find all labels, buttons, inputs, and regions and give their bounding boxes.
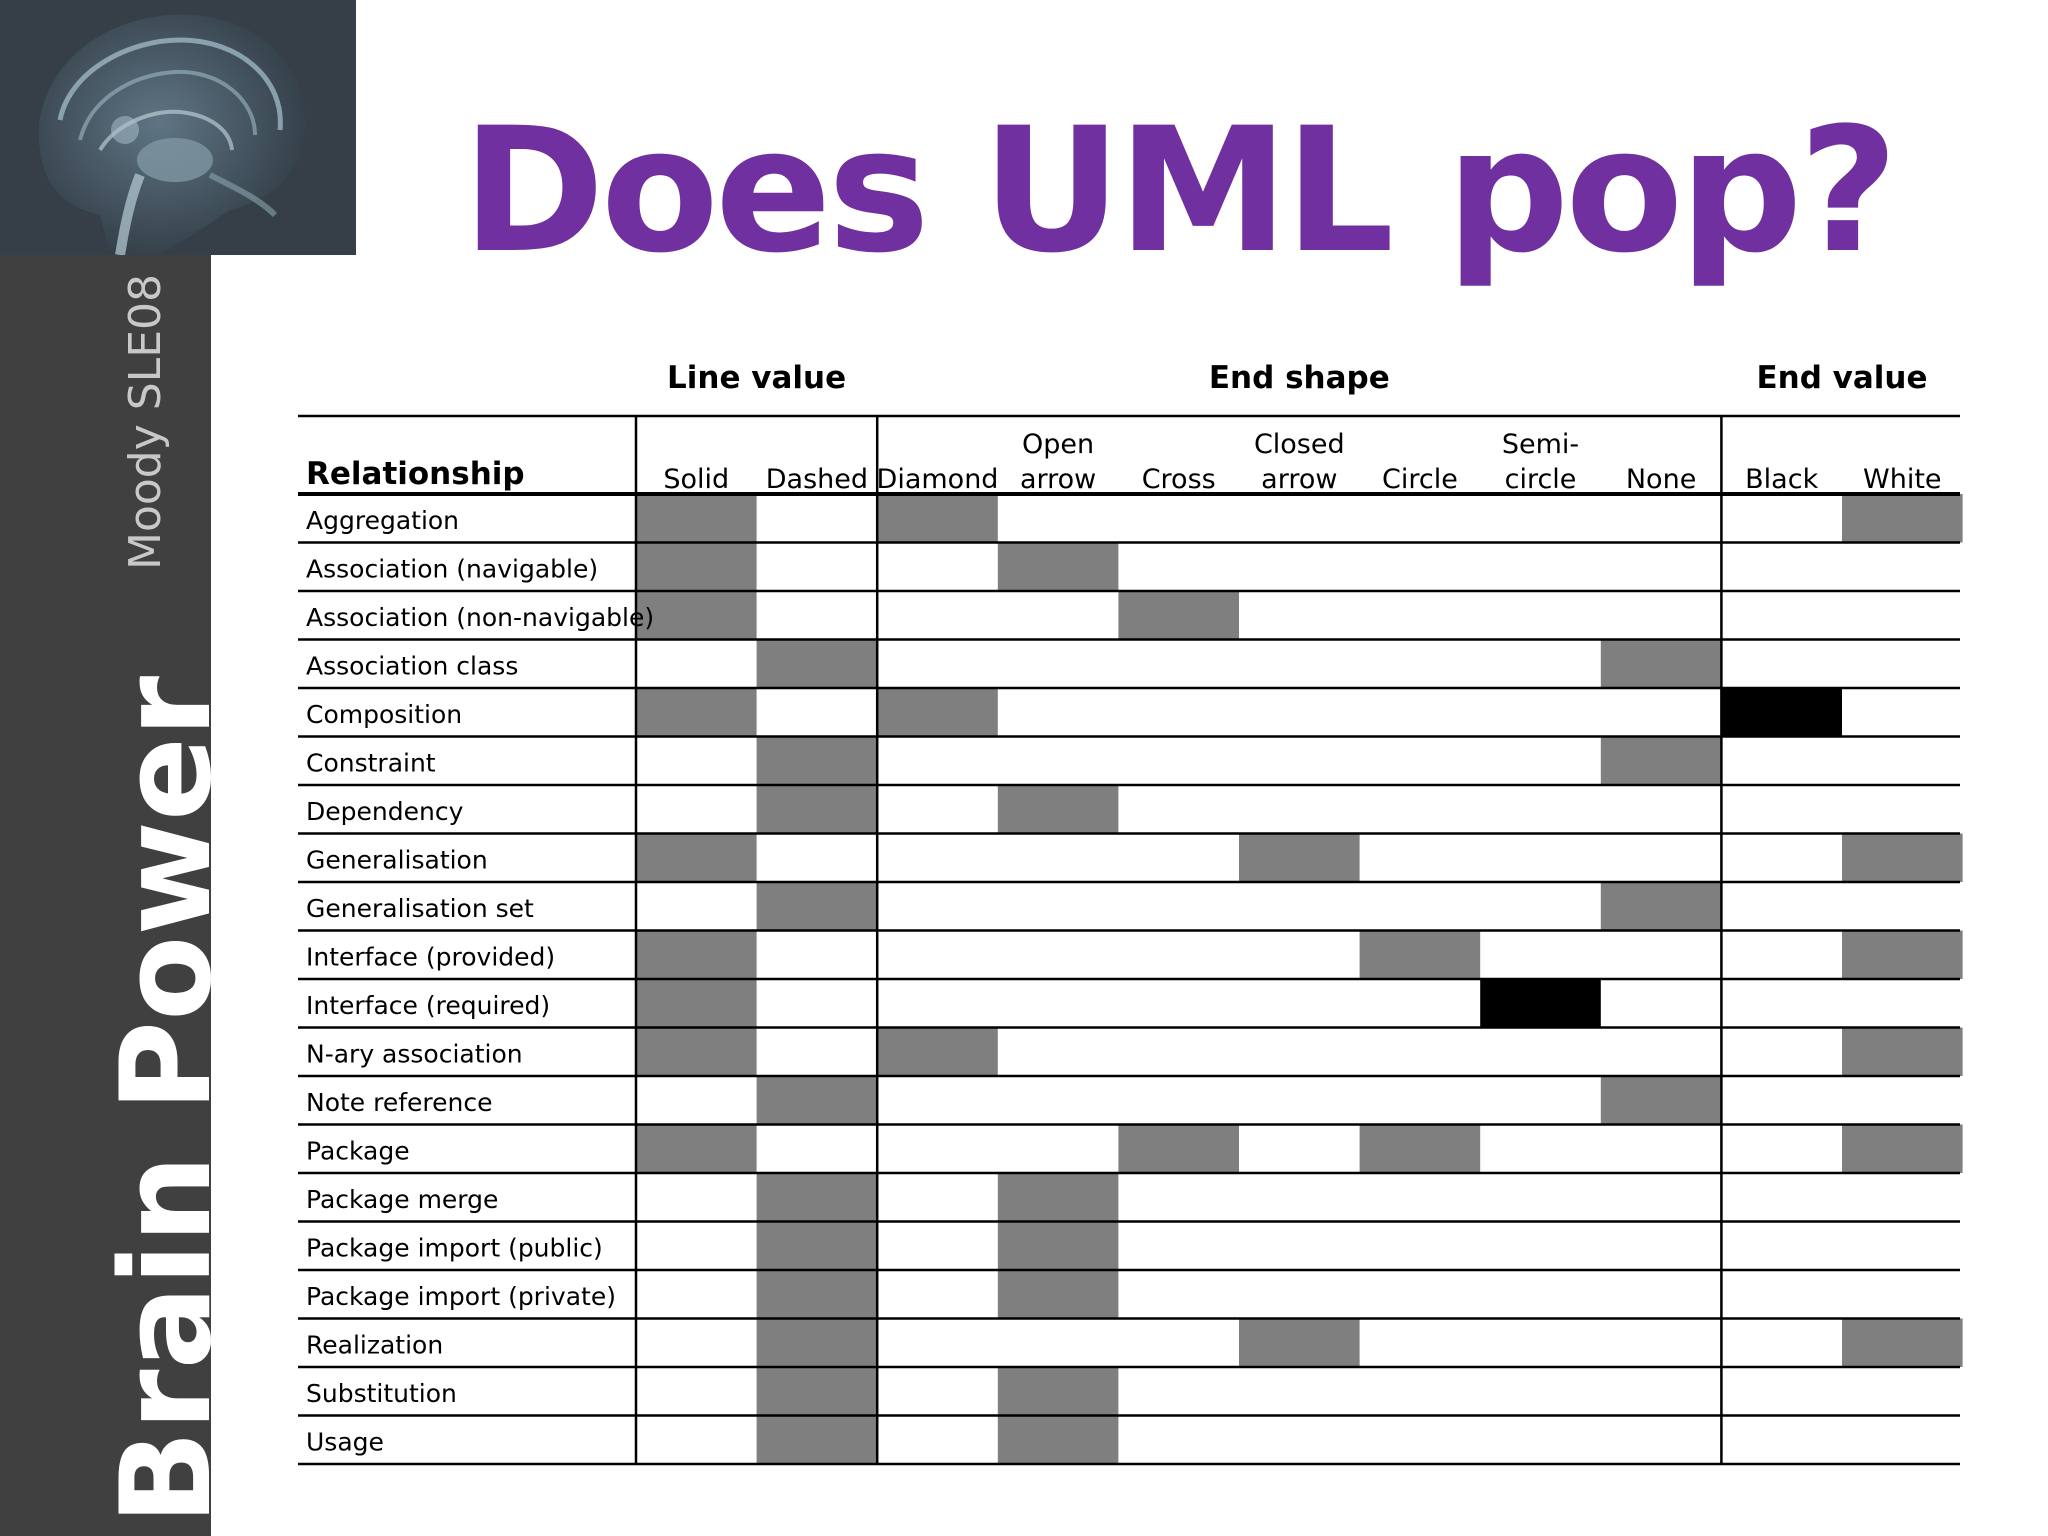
- cell-grey: [1842, 494, 1963, 543]
- row-label: Aggregation: [306, 506, 459, 535]
- group-header-0: Line value: [667, 360, 846, 396]
- row-label: Association (navigable): [306, 555, 598, 584]
- row-label: Realization: [306, 1331, 443, 1360]
- cell-black: [1721, 688, 1842, 737]
- cell-grey: [756, 1318, 878, 1367]
- cell-grey: [756, 1415, 878, 1464]
- cell-grey: [636, 979, 757, 1028]
- cell-grey: [756, 1221, 878, 1270]
- row-label: Dependency: [306, 797, 464, 826]
- group-header-1: End shape: [1209, 360, 1390, 396]
- column-header-line1: Semi-: [1502, 429, 1579, 460]
- cell-grey: [997, 1270, 1119, 1319]
- column-header: arrow: [1020, 464, 1096, 495]
- cell-grey: [756, 1173, 878, 1222]
- cell-grey: [636, 1124, 757, 1173]
- cell-grey: [877, 688, 998, 737]
- cell-grey: [997, 1173, 1119, 1222]
- cell-grey: [877, 494, 998, 543]
- brain-mri-image: [0, 0, 356, 255]
- cell-grey: [1842, 1318, 1963, 1367]
- row-label: Association class: [306, 652, 518, 681]
- column-header: Cross: [1142, 464, 1216, 495]
- cell-grey: [636, 494, 757, 543]
- row-label: Package merge: [306, 1185, 498, 1214]
- cell-grey: [636, 1027, 757, 1076]
- cell-grey: [1118, 1124, 1239, 1173]
- cell-grey: [997, 1367, 1119, 1416]
- cell-grey: [1842, 833, 1963, 882]
- column-header: Circle: [1382, 464, 1458, 495]
- row-label: Constraint: [306, 749, 436, 778]
- cell-grey: [997, 542, 1119, 591]
- cell-grey: [1118, 591, 1239, 640]
- cell-grey: [636, 542, 757, 591]
- row-label: Interface (provided): [306, 943, 555, 972]
- cell-black: [1480, 979, 1601, 1028]
- cell-grey: [756, 736, 878, 785]
- cell-grey: [1359, 930, 1481, 979]
- cell-grey: [636, 591, 757, 640]
- cell-grey: [997, 1415, 1119, 1464]
- cell-grey: [1600, 882, 1722, 931]
- cell-grey: [756, 1367, 878, 1416]
- column-header-line1: Open: [1022, 429, 1094, 460]
- brain-mri-graphic: [0, 0, 356, 255]
- column-header: White: [1863, 464, 1942, 495]
- cell-grey: [997, 1221, 1119, 1270]
- row-label: Association (non-navigable): [306, 603, 654, 632]
- cell-grey: [1842, 1124, 1963, 1173]
- cell-grey: [997, 785, 1119, 834]
- cell-grey: [756, 785, 878, 834]
- cell-grey: [1239, 1318, 1360, 1367]
- row-label: Substitution: [306, 1379, 457, 1408]
- row-label: Generalisation: [306, 846, 488, 875]
- cell-grey: [636, 688, 757, 737]
- column-header: Dashed: [766, 464, 868, 495]
- cell-grey: [877, 1027, 998, 1076]
- row-label: Usage: [306, 1428, 384, 1457]
- row-label: Composition: [306, 700, 462, 729]
- row-label: Package: [306, 1137, 410, 1166]
- cell-grey: [1359, 1124, 1481, 1173]
- cell-grey: [1600, 1076, 1722, 1125]
- row-label: Note reference: [306, 1088, 493, 1117]
- column-header: arrow: [1261, 464, 1337, 495]
- column-header: Diamond: [877, 464, 999, 495]
- cell-grey: [756, 1270, 878, 1319]
- column-header: Solid: [663, 464, 729, 495]
- sidebar-bar: [0, 255, 211, 1536]
- cell-grey: [1842, 930, 1963, 979]
- cell-grey: [1600, 736, 1722, 785]
- row-label: Generalisation set: [306, 894, 534, 923]
- cell-grey: [1842, 1027, 1963, 1076]
- column-header: circle: [1505, 464, 1577, 495]
- group-header-2: End value: [1756, 360, 1927, 396]
- cell-grey: [636, 833, 757, 882]
- column-header-line1: Closed: [1254, 429, 1345, 460]
- row-label: Package import (public): [306, 1234, 603, 1263]
- cell-grey: [756, 1076, 878, 1125]
- cell-grey: [1600, 639, 1722, 688]
- column-header: None: [1626, 464, 1696, 495]
- row-label: Interface (required): [306, 991, 550, 1020]
- cell-grey: [1239, 833, 1360, 882]
- row-label: N-ary association: [306, 1040, 523, 1069]
- row-label: Package import (private): [306, 1282, 616, 1311]
- cell-grey: [756, 639, 878, 688]
- cell-grey: [756, 882, 878, 931]
- cell-grey: [636, 930, 757, 979]
- column-header: Black: [1745, 464, 1818, 495]
- relationship-header: Relationship: [306, 456, 525, 492]
- page-title: Does UML pop?: [462, 90, 1898, 291]
